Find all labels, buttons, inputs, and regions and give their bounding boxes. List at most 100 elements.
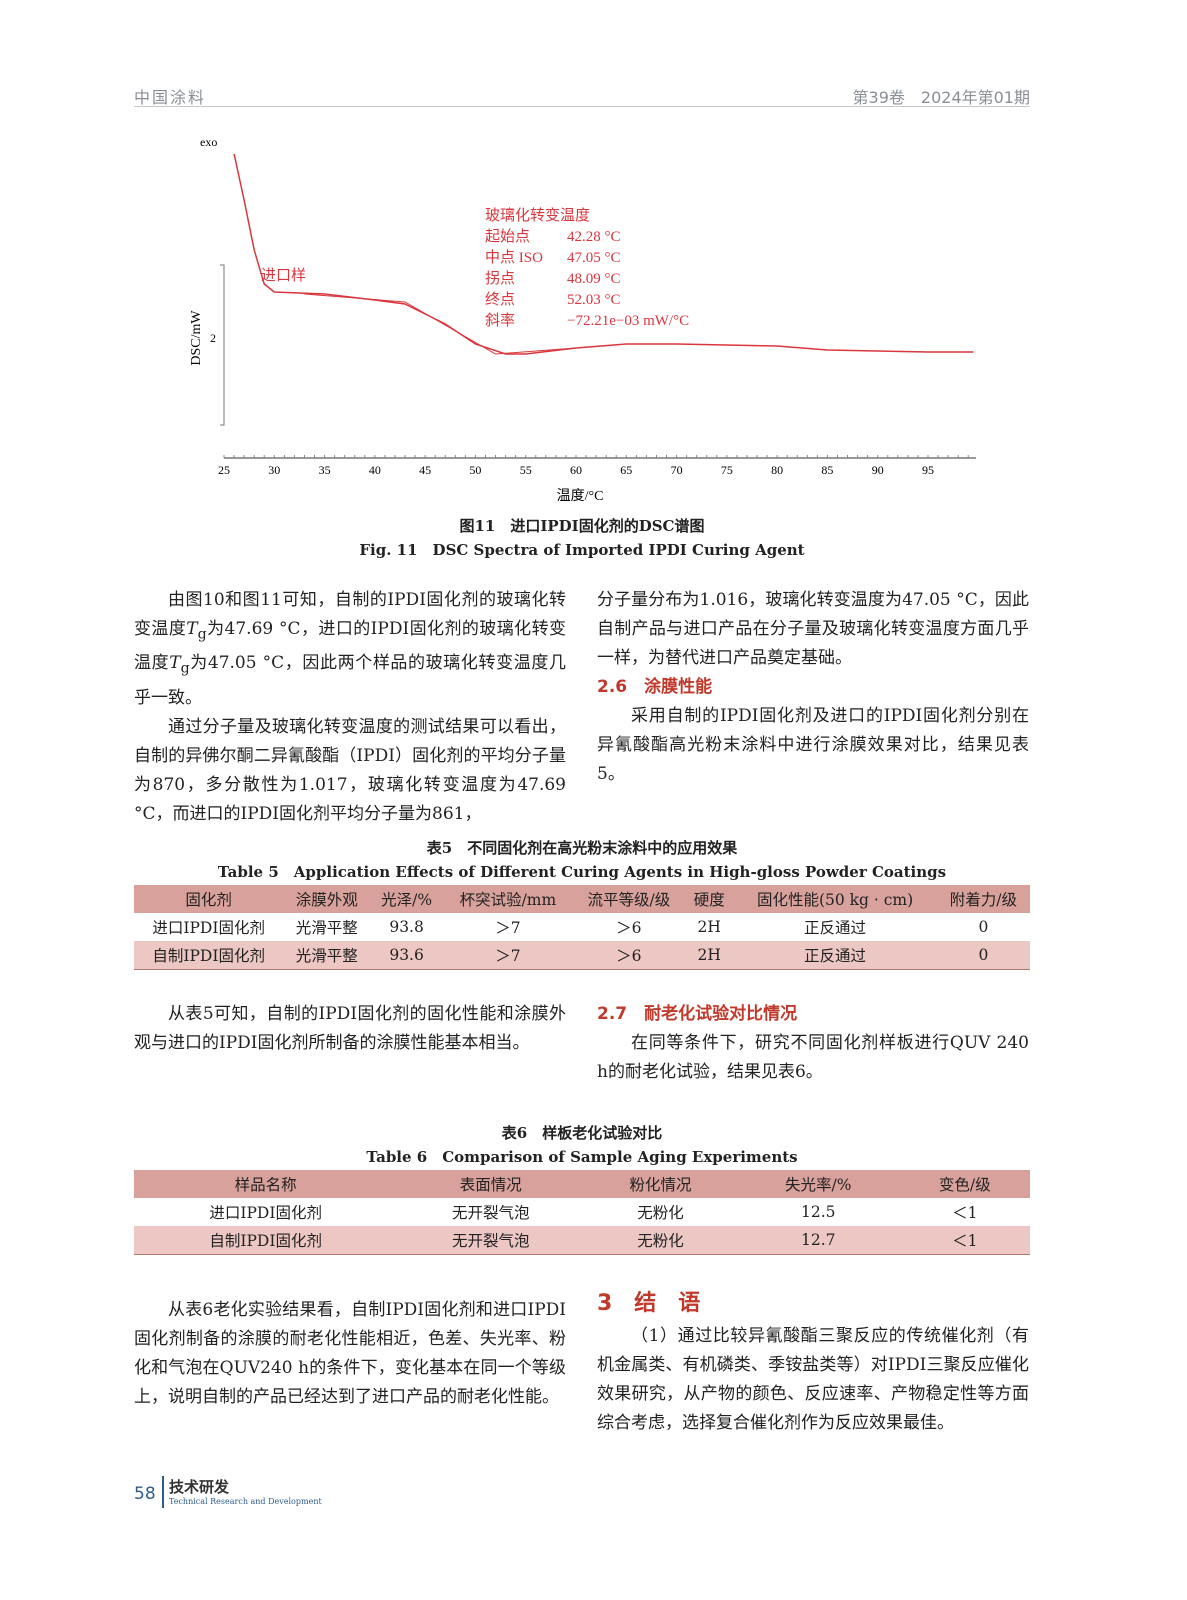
column-header: 流平等级/级 (587, 891, 671, 909)
x-tick-label: 40 (369, 463, 381, 477)
annotation-value: −72.21e−03 mW/°C (567, 313, 689, 329)
right-column-1: 分子量分布为1.016，玻璃化转变温度为47.05 °C，因此自制产品与进口产品… (597, 586, 1029, 789)
paragraph: 分子量分布为1.016，玻璃化转变温度为47.05 °C，因此自制产品与进口产品… (597, 590, 1029, 668)
column-header: 涂膜外观 (295, 891, 358, 909)
column-header: 固化性能(50 kg · cm) (756, 891, 914, 909)
table-cell: ＜1 (952, 1231, 978, 1250)
table-cell: 无开裂气泡 (451, 1204, 530, 1222)
column-header: 固化剂 (185, 891, 232, 909)
table-cell: 光滑平整 (295, 919, 358, 937)
column-header: 表面情况 (459, 1176, 522, 1194)
right-column-2: 2.7 耐老化试验对比情况 在同等条件下，研究不同固化剂样板进行QUV 240 … (597, 1000, 1029, 1087)
table-cell: ＜1 (952, 1204, 978, 1222)
page-number: 58 (134, 1484, 156, 1504)
table-row: 进口IPDI固化剂 无开裂气泡 无粉化 12.5 ＜1 (134, 1198, 1030, 1226)
x-tick-label: 85 (821, 463, 833, 477)
section-heading-3: 3 结 语 (597, 1291, 701, 1316)
x-tick-label: 30 (268, 463, 280, 477)
annotation-title: 玻璃化转变温度 (485, 207, 590, 224)
table6-caption-en: Table 6 Comparison of Sample Aging Exper… (366, 1148, 798, 1166)
issue-info: 第39卷 2024年第01期 (852, 88, 1030, 107)
table-cell: 93.6 (389, 945, 424, 964)
table-6: 样品名称 表面情况 粉化情况 失光率/% 变色/级 进口IPDI固化剂 无开裂气泡 无粉化 12… (134, 1170, 1030, 1255)
x-tick-label: 75 (721, 463, 733, 477)
column-header: 光泽/% (381, 891, 433, 909)
table5-caption-en: Table 5 Application Effects of Different… (217, 863, 947, 881)
table-cell: 无粉化 (637, 1231, 684, 1250)
y-axis-bracket (220, 264, 225, 426)
table-cell: 12.5 (800, 1203, 836, 1221)
column-header: 附着力/级 (949, 891, 1017, 909)
table-cell: 正反通过 (804, 946, 867, 965)
x-tick-label: 70 (671, 463, 683, 477)
header-rule (134, 106, 1030, 107)
x-tick-label: 60 (570, 463, 582, 477)
table-cell: 93.8 (389, 918, 424, 936)
column-header: 失光率/% (785, 1176, 852, 1194)
table-cell: 自制IPDI固化剂 (152, 946, 265, 965)
footer-section-cn: 技术研发 (169, 1478, 230, 1496)
footer-section-en: Technical Research and Development (169, 1497, 322, 1506)
paragraph: （1）通过比较异氰酸酯三聚反应的传统催化剂（有机金属类、有机磷类、季铵盐类等）对… (597, 1326, 1029, 1433)
table-cell: 光滑平整 (295, 946, 358, 965)
x-tick-label: 50 (469, 463, 481, 477)
annotation-value: 48.09 °C (567, 271, 621, 287)
figure-caption-en: Fig. 11 DSC Spectra of Imported IPDI Cur… (359, 541, 805, 559)
table-cell: 2H (697, 945, 721, 964)
left-column-3: 从表6老化实验结果看，自制IPDI固化剂和进口IPDI固化剂制备的涂膜的耐老化性… (134, 1296, 566, 1412)
table-cell: 0 (978, 945, 989, 964)
paragraph: 由图10和图11可知，自制的IPDI固化剂的玻璃化转变温度Tg为47.69 °C… (134, 590, 567, 708)
annotation-value: 42.28 °C (567, 229, 621, 245)
x-tick-label: 55 (520, 463, 532, 477)
annotation-label: 斜率 (485, 312, 515, 329)
table5-caption-cn: 表5 不同固化剂在高光粉末涂料中的应用效果 (426, 839, 738, 857)
x-tick-label: 65 (620, 463, 632, 477)
column-header: 杯突试验/mm (459, 891, 557, 909)
section-heading-2-6: 2.6 涂膜性能 (597, 677, 713, 697)
section-heading-2-7: 2.7 耐老化试验对比情况 (597, 1004, 798, 1024)
tangent-lines (304, 293, 577, 355)
column-header: 粉化情况 (629, 1176, 692, 1194)
table-cell: 2H (697, 918, 721, 936)
table-5: 固化剂 涂膜外观 光泽/% 杯突试验/mm 流平等级/级 硬度 固化性能(50 kg · c… (134, 885, 1030, 970)
table-cell: ＞6 (616, 919, 642, 937)
annotation-value: 52.03 °C (567, 292, 621, 308)
table-cell: 进口IPDI固化剂 (152, 919, 265, 937)
x-tick-label: 95 (922, 463, 934, 477)
y-tick-label: 2 (210, 331, 216, 345)
paragraph: 通过分子量及玻璃化转变温度的测试结果可以看出，自制的异佛尔酮二异氰酸酯（IPDI… (134, 716, 566, 824)
table-cell: 进口IPDI固化剂 (209, 1204, 322, 1222)
journal-name: 中国涂料 (134, 88, 207, 107)
table-cell: 12.7 (800, 1230, 836, 1249)
x-tick-label: 90 (872, 463, 884, 477)
x-axis-label: 温度/°C (557, 488, 604, 504)
y-axis-label: DSC/mW (189, 310, 204, 366)
annotation-value: 47.05 °C (567, 250, 621, 266)
table-cell: 正反通过 (804, 919, 867, 937)
table-cell: ＞7 (495, 919, 521, 937)
annotation-label: 拐点 (485, 270, 515, 287)
table-row: 自制IPDI固化剂 光滑平整 93.6 ＞7 ＞6 2H 正反通过 0 (134, 941, 1030, 969)
table-cell: 自制IPDI固化剂 (209, 1231, 322, 1250)
dsc-curve (233, 153, 974, 355)
series-label: 进口样 (261, 267, 306, 284)
left-column-1: 由图10和图11可知，自制的IPDI固化剂的玻璃化转变温度Tg为47.69 °C… (134, 586, 566, 829)
left-column-2: 从表5可知，自制的IPDI固化剂的固化性能和涂膜外观与进口的IPDI固化剂所制备… (134, 1000, 566, 1058)
table-row: 自制IPDI固化剂 无开裂气泡 无粉化 12.7 ＜1 (134, 1226, 1030, 1254)
column-header: 样品名称 (234, 1176, 297, 1194)
x-tick-label: 25 (218, 463, 230, 477)
table-cell: 无开裂气泡 (451, 1231, 530, 1250)
table-row: 进口IPDI固化剂 光滑平整 93.8 ＞7 ＞6 2H 正反通过 0 (134, 913, 1030, 941)
table6-caption-cn: 表6 样板老化试验对比 (501, 1124, 663, 1142)
paragraph: 从表5可知，自制的IPDI固化剂的固化性能和涂膜外观与进口的IPDI固化剂所制备… (134, 1004, 566, 1053)
paragraph: 在同等条件下，研究不同固化剂样板进行QUV 240 h的耐老化试验，结果见表6。 (597, 1033, 1029, 1082)
annotation-label: 起始点 (485, 228, 530, 245)
x-tick-label: 35 (319, 463, 331, 477)
annotation-label: 终点 (485, 291, 515, 308)
table-cell: 无粉化 (637, 1204, 684, 1222)
paragraph: 采用自制的IPDI固化剂及进口的IPDI固化剂分别在异氰酸酯高光粉末涂料中进行涂… (597, 706, 1029, 784)
table-cell: 0 (978, 918, 989, 936)
footer-divider (162, 1476, 164, 1508)
column-header: 变色/级 (938, 1176, 991, 1194)
column-header: 硬度 (693, 891, 725, 909)
